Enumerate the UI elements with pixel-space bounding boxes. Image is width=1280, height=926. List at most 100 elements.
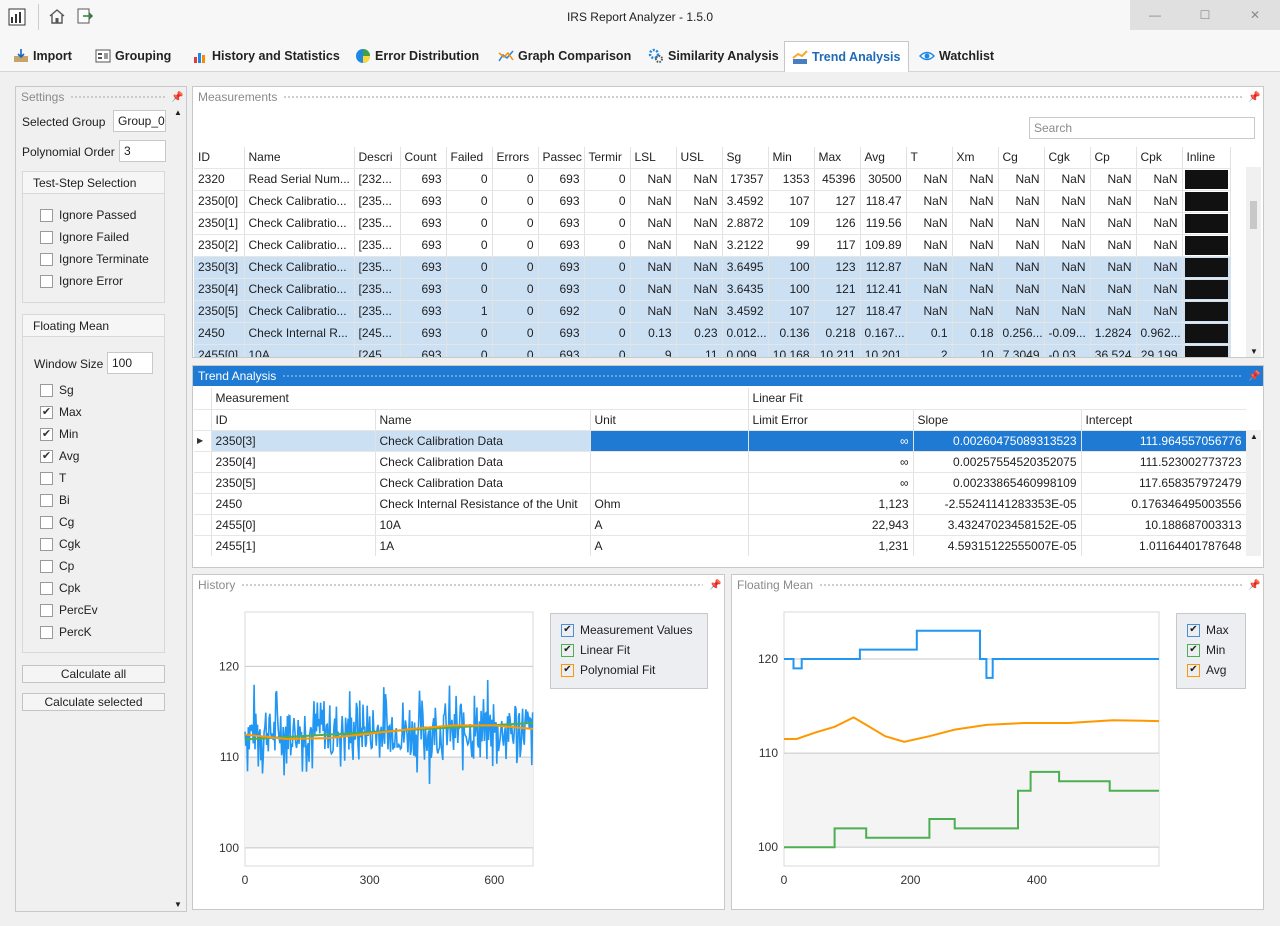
maximize-button[interactable]: ☐ xyxy=(1180,0,1230,30)
column-header[interactable]: Cp xyxy=(1090,147,1137,169)
column-header[interactable]: Max xyxy=(814,147,861,169)
pin-icon[interactable]: 📌 xyxy=(171,91,184,103)
minimize-button[interactable]: — xyxy=(1130,0,1180,30)
window-size-input[interactable]: 100 xyxy=(107,352,153,374)
table-row[interactable]: 2455[0] 10A A 22,943 3.43247023458152E-05 10.… xyxy=(194,514,1246,536)
table-row[interactable]: 2350[5] Check Calibratio... [235... 693 1 0 69… xyxy=(194,300,1231,323)
legend-max[interactable]: ✔ Max xyxy=(1187,620,1235,640)
ignore-passed-checkbox[interactable]: Ignore Passed xyxy=(40,208,136,222)
ignore-terminate-checkbox[interactable]: Ignore Terminate xyxy=(40,252,149,266)
column-header[interactable]: Cgk xyxy=(1044,147,1091,169)
tab-label: Similarity Analysis xyxy=(668,49,779,63)
close-button[interactable]: ✕ xyxy=(1230,0,1280,30)
tab-error-distribution[interactable]: Error Distribution xyxy=(348,41,487,71)
tab-label: Import xyxy=(33,49,72,63)
pin-icon[interactable]: 📌 xyxy=(1248,91,1261,103)
column-header[interactable]: Passec xyxy=(538,147,585,169)
trend-scrollbar[interactable]: ▲ xyxy=(1246,430,1261,556)
column-header[interactable]: Inline xyxy=(1182,147,1231,169)
calculate-selected-button[interactable]: Calculate selected xyxy=(22,693,165,711)
column-header[interactable]: ID xyxy=(194,147,245,169)
tab-history-statistics[interactable]: History and Statistics xyxy=(185,41,348,71)
table-row[interactable]: 2350[1] Check Calibratio... [235... 693 0 0 69… xyxy=(194,212,1231,235)
settings-scrollbar[interactable]: ▲ ▼ xyxy=(171,106,186,911)
column-header[interactable]: Sg xyxy=(722,147,769,169)
table-row[interactable]: 2455[1] 1A A 1,231 4.59315122555007E-05 1.011… xyxy=(194,535,1246,556)
measurements-scrollbar[interactable]: ▼ xyxy=(1246,167,1261,357)
table-row[interactable]: 2450 Check Internal Resistance of the Uni… xyxy=(194,493,1246,515)
column-header[interactable]: USL xyxy=(676,147,723,169)
column-header[interactable]: Limit Error xyxy=(748,409,914,431)
column-header[interactable]: Unit xyxy=(590,409,749,431)
metric-cpk-checkbox[interactable]: Cpk xyxy=(40,581,80,595)
table-row[interactable]: 2350[2] Check Calibratio... [235... 693 0 0 69… xyxy=(194,234,1231,257)
pin-icon[interactable]: 📌 xyxy=(1248,579,1261,591)
table-cell: 2455[1] xyxy=(211,535,376,556)
column-header[interactable]: Avg xyxy=(860,147,907,169)
ignore-error-checkbox[interactable]: Ignore Error xyxy=(40,274,123,288)
table-row[interactable]: 2350[3] Check Calibratio... [235... 693 0 0 69… xyxy=(194,256,1231,279)
legend-linear-fit[interactable]: ✔ Linear Fit xyxy=(561,640,697,660)
tab-import[interactable]: Import xyxy=(6,41,80,71)
column-header[interactable]: Cpk xyxy=(1136,147,1183,169)
table-row[interactable]: ▶ 2350[3] Check Calibration Data ∞ 0.0026047… xyxy=(194,430,1246,452)
ignore-failed-checkbox[interactable]: Ignore Failed xyxy=(40,230,129,244)
legend-polynomial-fit[interactable]: ✔ Polynomial Fit xyxy=(561,660,697,680)
column-header[interactable]: LSL xyxy=(630,147,677,169)
column-header[interactable]: Termir xyxy=(584,147,631,169)
column-header[interactable]: T xyxy=(906,147,953,169)
tab-watchlist[interactable]: Watchlist xyxy=(912,41,1002,71)
pin-icon[interactable]: 📌 xyxy=(1248,370,1261,382)
legend-avg[interactable]: ✔ Avg xyxy=(1187,660,1235,680)
column-header[interactable]: Failed xyxy=(446,147,493,169)
metric-cp-checkbox[interactable]: Cp xyxy=(40,559,74,573)
table-cell: 0.00233865460998109 xyxy=(913,472,1082,494)
search-input[interactable]: Search xyxy=(1029,117,1255,139)
column-header[interactable]: Min xyxy=(768,147,815,169)
checkbox-box xyxy=(40,515,53,529)
legend-min[interactable]: ✔ Min xyxy=(1187,640,1235,660)
series-min xyxy=(784,770,1159,849)
tab-similarity-analysis[interactable]: Similarity Analysis xyxy=(641,41,787,71)
tab-graph-comparison[interactable]: Graph Comparison xyxy=(491,41,639,71)
polynomial-order-input[interactable]: 3 xyxy=(119,140,166,162)
table-row[interactable]: 2455[0] 10A [245... 693 0 0 693 0 9 11 0.009... 10.… xyxy=(194,344,1231,357)
column-header[interactable]: Xm xyxy=(952,147,999,169)
column-header[interactable]: ID xyxy=(211,409,376,431)
table-row[interactable]: 2350[0] Check Calibratio... [235... 693 0 0 69… xyxy=(194,190,1231,213)
metric-percev-checkbox[interactable]: PercEv xyxy=(40,603,98,617)
column-header[interactable]: Errors xyxy=(492,147,539,169)
column-header[interactable]: Name xyxy=(375,409,591,431)
table-row[interactable]: 2350[4] Check Calibratio... [235... 693 0 0 69… xyxy=(194,278,1231,301)
metric-sg-checkbox[interactable]: Sg xyxy=(40,383,74,397)
table-cell: 17357 xyxy=(722,168,769,191)
column-header[interactable]: Count xyxy=(400,147,447,169)
pin-icon[interactable]: 📌 xyxy=(709,579,722,591)
export-icon[interactable] xyxy=(76,7,94,28)
tab-trend-analysis[interactable]: Trend Analysis xyxy=(784,41,910,72)
table-row[interactable]: 2350[5] Check Calibration Data ∞ 0.00233865… xyxy=(194,472,1246,494)
metric-max-checkbox[interactable]: ✔ Max xyxy=(40,405,82,419)
column-header[interactable]: Cg xyxy=(998,147,1045,169)
table-row[interactable]: 2450 Check Internal R... [245... 693 0 0 693 0 0… xyxy=(194,322,1231,345)
column-header[interactable]: Descri xyxy=(354,147,401,169)
tab-grouping[interactable]: Grouping xyxy=(88,41,179,71)
check-icon: ✔ xyxy=(40,427,53,441)
home-icon[interactable] xyxy=(48,7,66,28)
metric-perck-checkbox[interactable]: PercK xyxy=(40,625,92,639)
metric-cg-checkbox[interactable]: Cg xyxy=(40,515,74,529)
table-row[interactable]: 2350[4] Check Calibration Data ∞ 0.00257554… xyxy=(194,451,1246,473)
metric-min-checkbox[interactable]: ✔ Min xyxy=(40,427,78,441)
column-header[interactable]: Slope xyxy=(913,409,1082,431)
selected-group-select[interactable]: Group_0 xyxy=(113,110,166,132)
metric-avg-checkbox[interactable]: ✔ Avg xyxy=(40,449,79,463)
metric-t-checkbox[interactable]: T xyxy=(40,471,66,485)
legend-measurement-values[interactable]: ✔ Measurement Values xyxy=(561,620,697,640)
column-header[interactable]: Name xyxy=(244,147,355,169)
table-cell: [235... xyxy=(354,300,401,323)
metric-cgk-checkbox[interactable]: Cgk xyxy=(40,537,80,551)
table-row[interactable]: 2320 Read Serial Num... [232... 693 0 0 693 0 Na… xyxy=(194,168,1231,191)
metric-bi-checkbox[interactable]: Bi xyxy=(40,493,70,507)
column-header[interactable]: Intercept xyxy=(1081,409,1246,431)
calculate-all-button[interactable]: Calculate all xyxy=(22,665,165,683)
